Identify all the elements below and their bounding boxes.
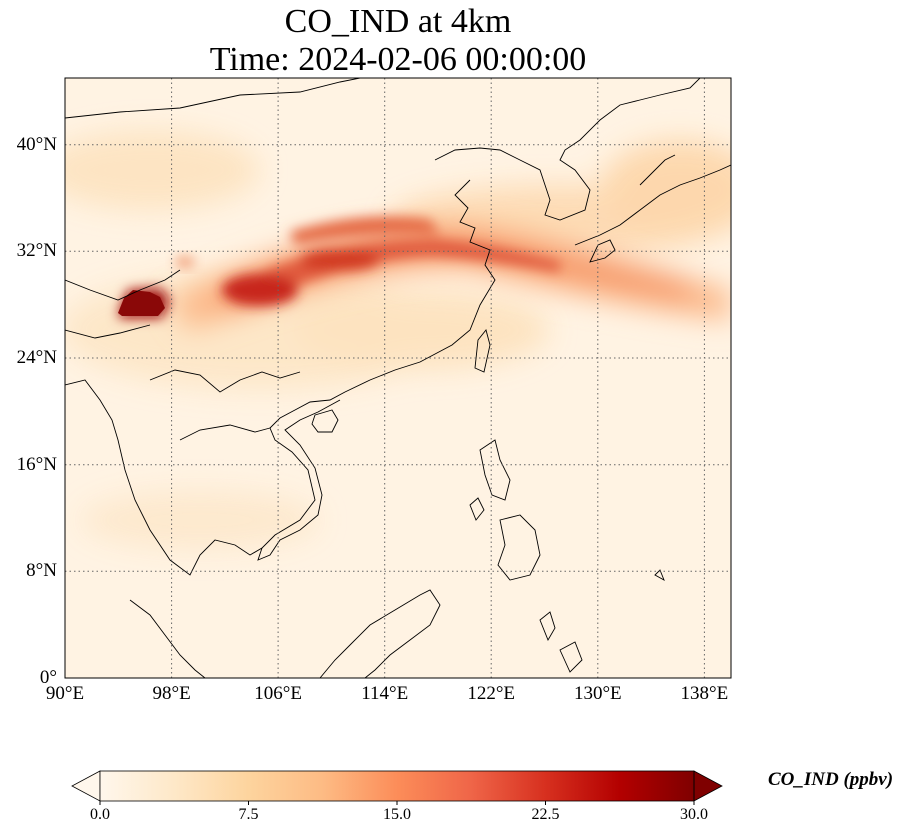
x-tick-label: 90°E (45, 683, 85, 704)
x-tick-label: 122°E (467, 683, 516, 704)
y-tick-label: 40°N (16, 133, 57, 155)
gridlines (65, 78, 731, 678)
colorbar-label: CO_IND (ppbv) (768, 769, 894, 790)
colorbar-tick-label: 7.5 (238, 806, 259, 823)
plot-frame (64, 77, 732, 679)
colorbar-min-extend (71, 770, 101, 802)
y-tick-label: 32°N (16, 240, 57, 262)
colorbar-tick-label: 22.5 (531, 806, 560, 823)
map-title: CO_IND at 4km (284, 3, 512, 40)
y-tick-label: 8°N (26, 560, 57, 582)
coastlines (65, 78, 731, 678)
y-tick-label: 24°N (16, 347, 57, 368)
concentration-field (65, 78, 731, 678)
colorbar-tick-label: 30.0 (680, 806, 708, 823)
y-tick-label: 0° (39, 667, 57, 688)
x-tick-label: 98°E (152, 683, 191, 704)
x-tick-label: 130°E (573, 683, 622, 704)
colorbar-tick-label: 0.0 (90, 806, 110, 823)
colorbar-max-extend (693, 770, 723, 802)
x-tick-label: 138°E (680, 683, 729, 704)
x-tick-label: 106°E (254, 683, 302, 704)
colorbar-gradient (100, 771, 694, 801)
colorbar-tick-label: 15.0 (383, 806, 411, 823)
y-tick-label: 16°N (16, 453, 57, 475)
x-tick-label: 114°E (361, 683, 409, 704)
map-time-subtitle: Time: 2024-02-06 00:00:00 (209, 41, 587, 78)
